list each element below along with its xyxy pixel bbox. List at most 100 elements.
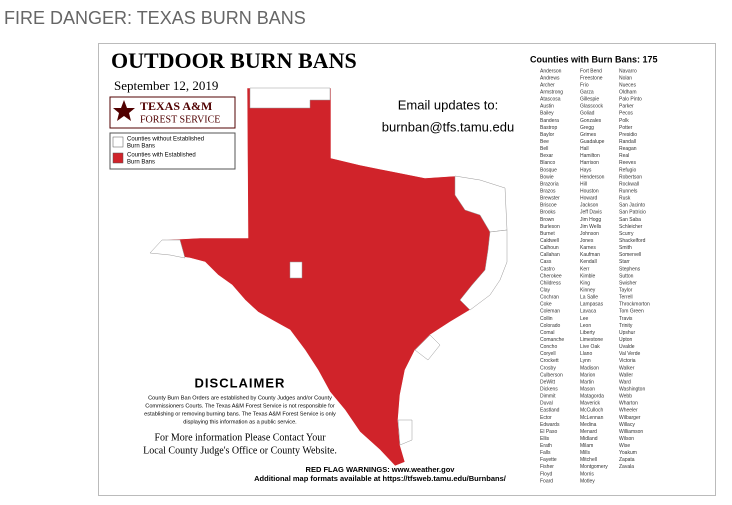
county-name: Lavaca [580,309,596,315]
county-name: Matagorda [580,394,604,400]
logo-line: TEXAS A&M [140,99,212,113]
map-title: OUTDOOR BURN BANS [111,48,357,73]
county-name: Coke [540,302,552,308]
county-name: Martin [580,379,594,385]
county-name: Austin [540,104,554,110]
county-name: Menard [580,429,597,435]
county-name: El Paso [540,429,557,435]
county-name: Bastrop [540,125,557,131]
county-name: Childress [540,280,561,286]
county-name: San Saba [619,217,641,223]
county-name: Fisher [540,464,554,470]
county-name: Wharton [619,401,638,407]
county-name: Bailey [540,111,554,117]
disclaimer-text: County Burn Ban Orders are established b… [144,395,336,425]
legend-label: Burn Bans [127,144,155,150]
county-name: Falls [540,450,551,456]
county-name: Baylor [540,132,555,138]
county-name: Bosque [540,167,557,173]
county-name: Hall [580,146,589,152]
white-region [249,87,331,109]
county-name: Bell [540,146,548,152]
county-name: Coleman [540,309,560,315]
county-name: Motley [580,478,595,484]
county-name: Culberson [540,372,563,378]
logo-line: FOREST SERVICE [140,114,220,125]
contact-text: For More information Please Contact Your… [143,432,337,456]
county-name: Brown [540,217,554,223]
county-name: Robertson [619,174,642,180]
legend-label: Burn Bans [127,160,155,166]
county-name: Garza [580,90,594,96]
county-name: Jim Hogg [580,217,601,223]
disclaimer-line: County Burn Ban Orders are established b… [148,395,332,401]
legend-swatch [112,136,124,148]
county-name: Bexar [540,153,553,159]
county-name: Zavala [619,464,634,470]
county-name: Houston [580,189,599,195]
county-name: Gillespie [580,97,599,103]
county-name: Collin [540,316,553,322]
county-name: Kaufman [580,252,600,258]
county-name: Williamson [619,429,643,435]
county-name: Caldwell [540,238,559,244]
county-name: Travis [619,316,633,322]
county-name: Randall [619,139,636,145]
county-name: Brewster [540,196,560,202]
page-title: FIRE DANGER: TEXAS BURN BANS [4,8,306,28]
county-name: Jones [580,238,594,244]
county-name: Pecos [619,111,633,117]
county-name: Blanco [540,160,556,166]
county-name: Wheeler [619,408,638,414]
county-name: Reeves [619,160,636,166]
legend-label: Counties without Established [127,137,204,143]
county-name: Kimble [580,273,596,279]
county-name: Live Oak [580,344,600,350]
county-name: King [580,280,590,286]
county-name: Taylor [619,287,633,293]
county-name: Wise [619,443,630,449]
county-name: Lee [580,316,589,322]
county-name: Coryell [540,351,556,357]
county-name: Henderson [580,174,605,180]
county-name: Terrell [619,295,633,301]
county-name: San Jacinto [619,203,645,209]
footer-line: Additional map formats available at http… [254,474,507,483]
county-name: Yoakum [619,450,637,456]
county-name: Dickens [540,386,558,392]
county-name: Schleicher [619,224,643,230]
county-name: Gonzales [580,118,602,124]
county-name: Val Verde [619,351,641,357]
county-name: Burnet [540,231,555,237]
map-date: September 12, 2019 [114,78,218,93]
county-name: La Salle [580,295,598,301]
county-name: DeWitt [540,379,556,385]
county-name: Marion [580,372,596,378]
legend-swatch [112,152,124,164]
county-name: Kinney [580,287,596,293]
county-name: Erath [540,443,552,449]
footer-line: RED FLAG WARNINGS: www.weather.gov [306,465,456,474]
county-name: Rockwall [619,181,639,187]
county-name: Potter [619,125,633,131]
county-name: Wilbarger [619,415,641,421]
white-region [397,419,413,446]
county-name: Jim Wells [580,224,602,230]
county-name: Tom Green [619,309,644,315]
county-name: Howard [580,196,597,202]
county-name: Comal [540,330,554,336]
county-name: Navarro [619,68,637,74]
county-name: Swisher [619,280,637,286]
county-name: Bandera [540,118,559,124]
contact-line: Local County Judge's Office or County We… [143,445,337,456]
county-name: Nolan [619,75,632,81]
county-name: Armstrong [540,90,563,96]
counties-heading: Counties with Burn Bans: 175 [530,54,658,64]
county-name: Rusk [619,196,631,202]
county-name: Maverick [580,401,601,407]
county-name: Bee [540,139,549,145]
county-name: Kerr [580,266,590,272]
county-name: Uvalde [619,344,635,350]
county-name: Real [619,153,629,159]
